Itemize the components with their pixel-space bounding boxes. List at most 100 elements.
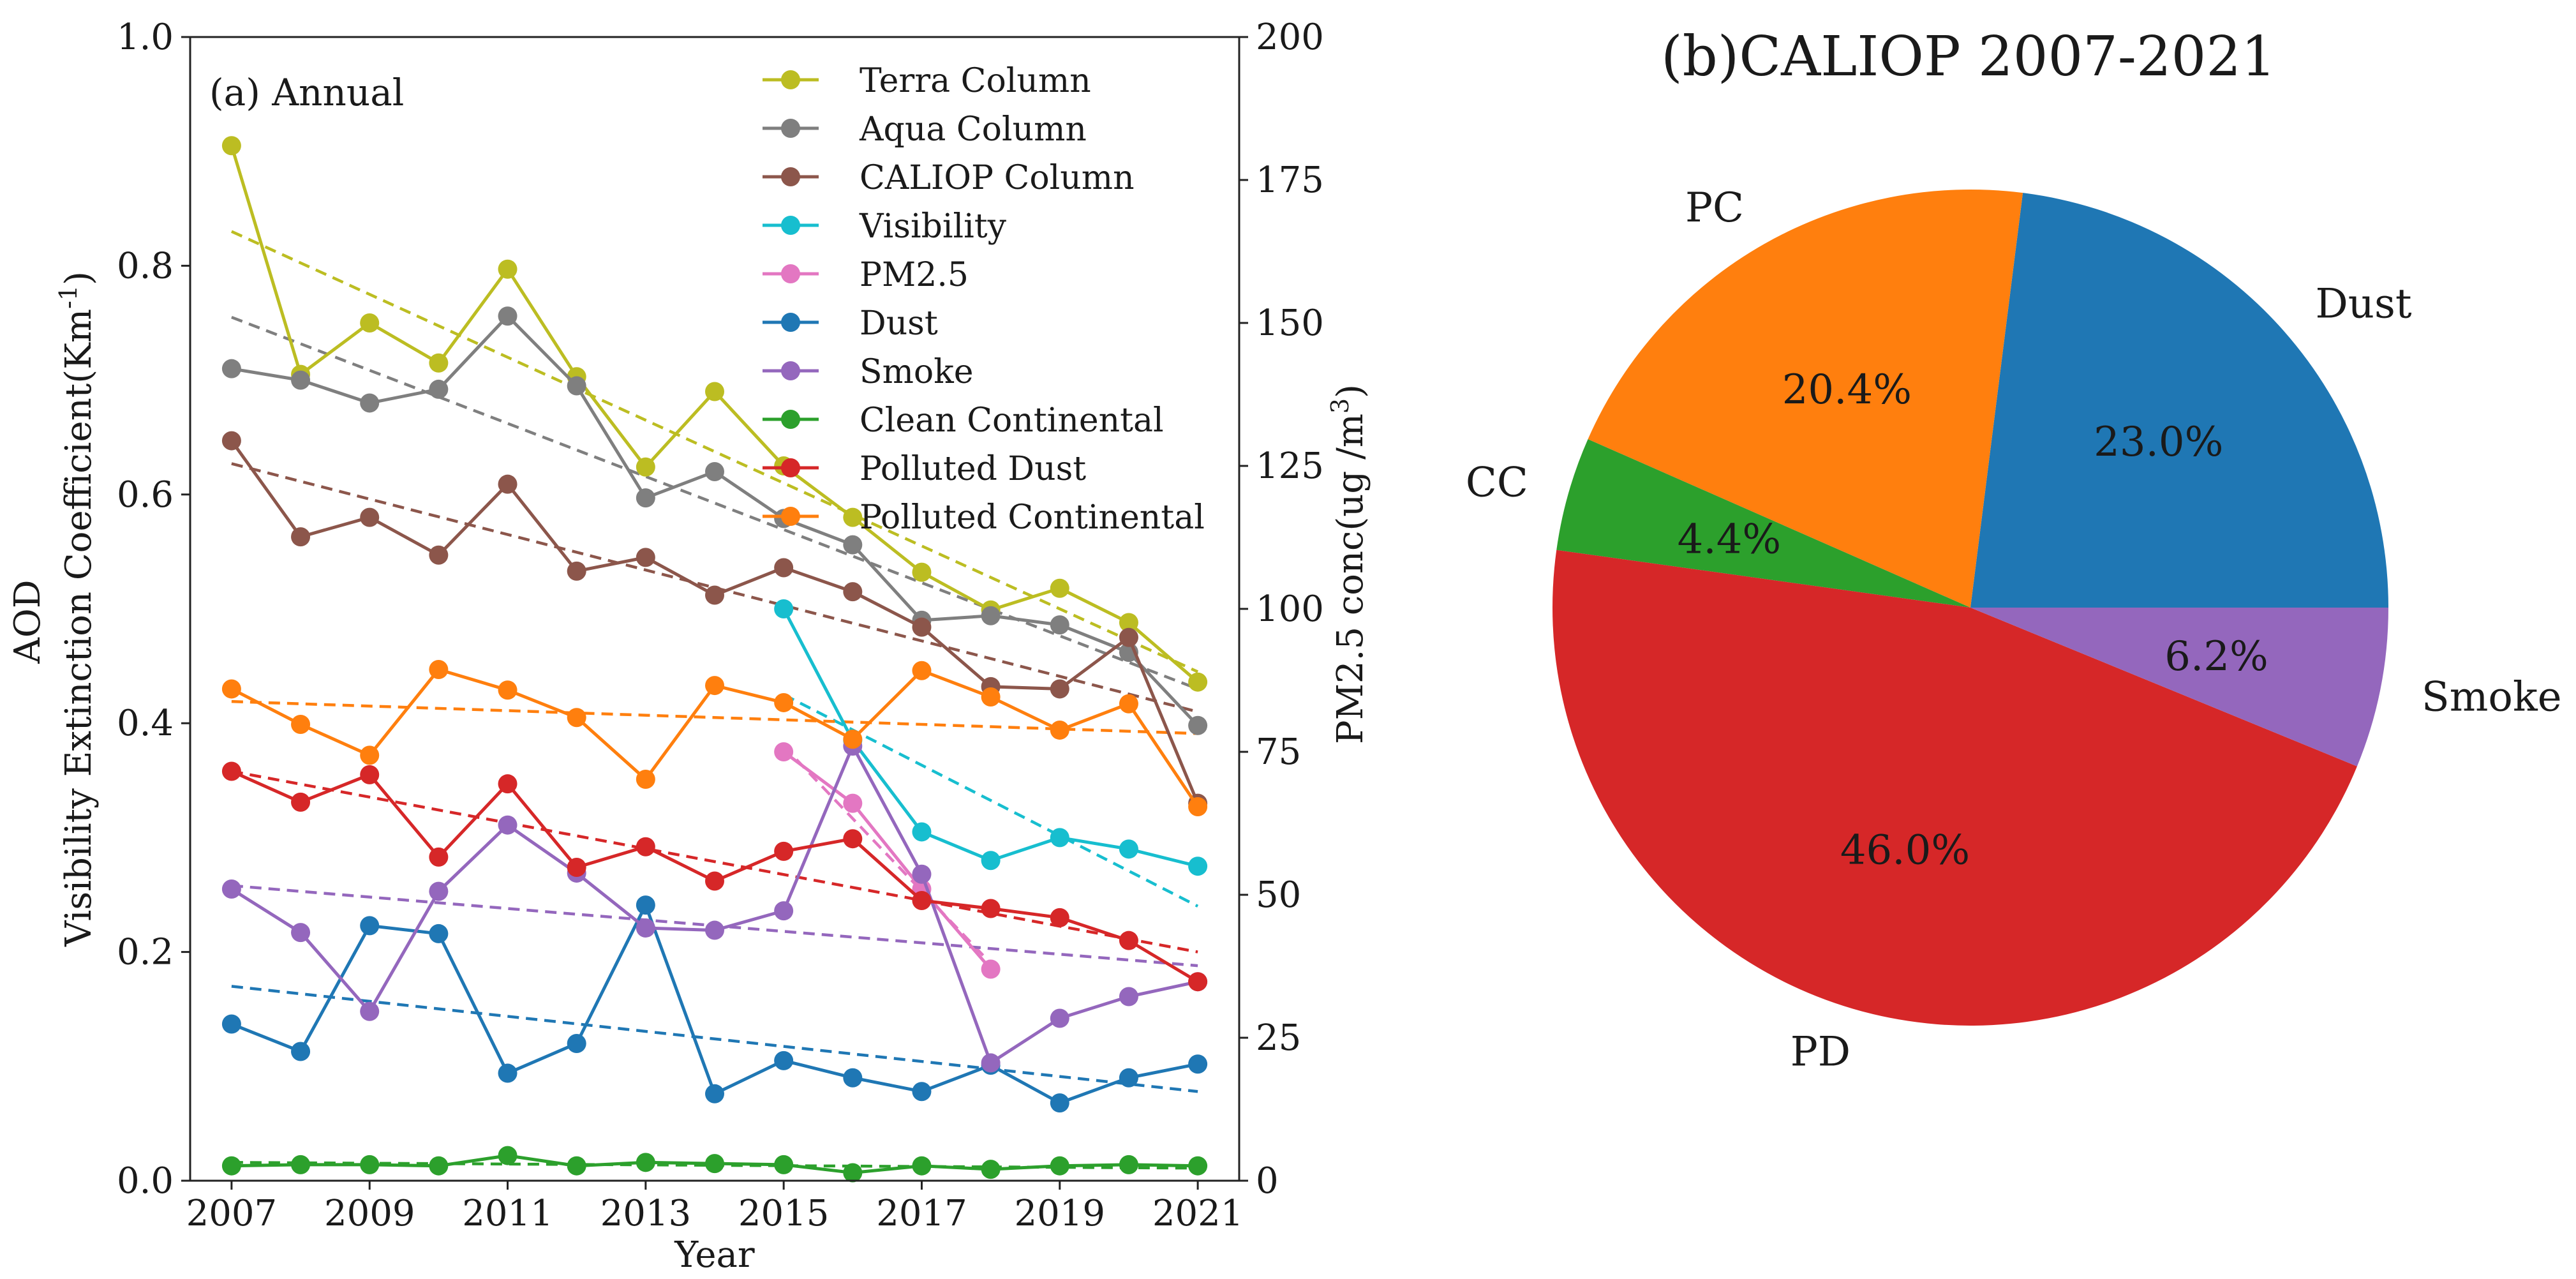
y-axis-left: 0.0 0.2 0.4 0.6 0.8 1.0 <box>117 17 190 1202</box>
clean-continental-point <box>291 1155 311 1174</box>
polluted-continental-point <box>1188 797 1208 817</box>
pm2-5-point <box>981 959 1001 979</box>
smoke-point <box>774 901 794 921</box>
pm2-5-legend-marker <box>781 264 800 283</box>
smoke-point <box>360 1001 380 1021</box>
pie-pct-pd: 46.0% <box>1840 826 1970 874</box>
aqua-column-trend-line <box>231 315 1198 691</box>
aqua-column-point <box>981 606 1001 625</box>
y-axis-right: 0 25 50 75 100 125 150 175 200 <box>1239 17 1324 1202</box>
dust-point <box>498 1063 517 1083</box>
pie-pct-dust: 23.0% <box>2094 419 2223 466</box>
pie-label-dust: Dust <box>2315 281 2411 328</box>
dust-point <box>774 1051 794 1070</box>
dust-point <box>843 1068 863 1088</box>
dust-point <box>705 1084 724 1103</box>
polluted-dust-legend-marker <box>781 458 800 477</box>
terra-column-point <box>705 382 724 401</box>
y-axis-label-aod: AOD <box>7 580 48 664</box>
polluted-continental-point <box>912 661 932 680</box>
x-tick-label: 2011 <box>462 1193 553 1234</box>
dust-point <box>429 924 449 943</box>
polluted-dust-point <box>429 847 449 867</box>
polluted-dust-point <box>221 761 241 781</box>
polluted-continental-point <box>774 692 794 712</box>
y2-tick-label: 100 <box>1256 588 1324 630</box>
polluted-dust-point <box>705 871 724 891</box>
y-tick-label: 0.8 <box>117 245 174 287</box>
pie-label-smoke: Smoke <box>2422 673 2562 721</box>
caliop-column-point <box>291 527 311 547</box>
terra-column-point <box>1050 578 1069 598</box>
polluted-dust-point <box>291 792 311 812</box>
dust-point <box>360 916 380 936</box>
clean-continental-point <box>1119 1155 1138 1174</box>
smoke-legend-label: Smoke <box>860 353 974 391</box>
polluted-continental-point <box>843 729 863 749</box>
y-label-close: ) <box>58 271 100 285</box>
clean-continental-point <box>981 1160 1001 1179</box>
aqua-column-point <box>221 359 241 378</box>
visibility-legend-marker <box>781 216 800 235</box>
dust-point <box>567 1033 586 1053</box>
terra-column-point <box>360 313 380 333</box>
y2-tick-label: 175 <box>1256 160 1324 201</box>
dust-point <box>1119 1068 1138 1088</box>
pm2-5-point <box>774 742 794 761</box>
aqua-column-point <box>636 488 655 508</box>
caliop-column-point <box>774 558 794 578</box>
y2-label-close: ) <box>1330 384 1371 398</box>
smoke-point <box>1050 1008 1069 1028</box>
caliop-column-point <box>1119 627 1138 647</box>
clean-continental-point <box>429 1156 449 1176</box>
polluted-dust-point <box>843 829 863 849</box>
line-chart-panel: 2007 2009 2011 2013 2015 2017 2019 2021 0.00.20… <box>7 17 1371 1276</box>
aqua-column-point <box>567 376 586 396</box>
polluted-continental-point <box>221 679 241 699</box>
polluted-continental-point <box>360 745 380 765</box>
pie-label-cc: CC <box>1466 459 1528 506</box>
pie-slice-pd <box>1552 550 2357 1026</box>
smoke-point <box>291 923 311 943</box>
pm2-5-point <box>843 793 863 813</box>
pm2-5-series-line <box>782 750 992 971</box>
clean-continental-point <box>705 1154 724 1174</box>
polluted-continental-point <box>429 659 449 679</box>
y2-tick-label: 50 <box>1256 874 1301 916</box>
x-tick-label: 2017 <box>876 1193 967 1234</box>
visibility-point <box>981 851 1001 871</box>
polluted-continental-trend-line <box>231 699 1198 735</box>
terra-column-point <box>843 507 863 527</box>
polluted-continental-point <box>1119 694 1138 714</box>
aqua-column-point <box>705 461 724 481</box>
clean-continental-point <box>843 1163 863 1183</box>
dust-legend-label: Dust <box>860 304 938 343</box>
y2-axis-label: PM2.5 conc(ug /m3) <box>1326 384 1371 744</box>
x-axis-label: Year <box>674 1234 755 1276</box>
clean-continental-legend-marker <box>781 410 800 429</box>
pie-chart-panel: (b)CALIOP 2007-2021 23.0% Dust 20.4% PC 4.4%… <box>1466 25 2562 1076</box>
clean-continental-point <box>498 1146 517 1165</box>
terra-column-point <box>912 562 932 582</box>
terra-column-legend-marker <box>781 70 800 89</box>
polluted-dust-trend-line <box>231 770 1198 954</box>
pie-label-pc: PC <box>1685 184 1744 232</box>
polluted-dust-point <box>636 837 655 856</box>
caliop-column-point <box>636 548 655 567</box>
y2-tick-label: 125 <box>1256 445 1324 487</box>
pm2-5-legend-label: PM2.5 <box>860 256 969 294</box>
caliop-column-point <box>912 617 932 637</box>
dust-point <box>1188 1054 1208 1074</box>
smoke-point <box>912 864 932 884</box>
smoke-point <box>705 920 724 940</box>
polluted-continental-legend-label: Polluted Continental <box>860 498 1205 537</box>
legend: Terra Column Aqua Column CALIOP Column Visi… <box>763 62 1205 537</box>
pie-label-pd: PD <box>1791 1029 1850 1076</box>
y2-label-superscript: 3 <box>1326 398 1354 414</box>
pie-slice-smoke <box>1970 608 2388 767</box>
y2-tick-label: 200 <box>1256 17 1324 58</box>
caliop-column-point <box>1050 679 1069 699</box>
visibility-point <box>912 822 932 842</box>
smoke-point <box>1119 987 1138 1006</box>
dust-trend-line <box>231 985 1198 1093</box>
